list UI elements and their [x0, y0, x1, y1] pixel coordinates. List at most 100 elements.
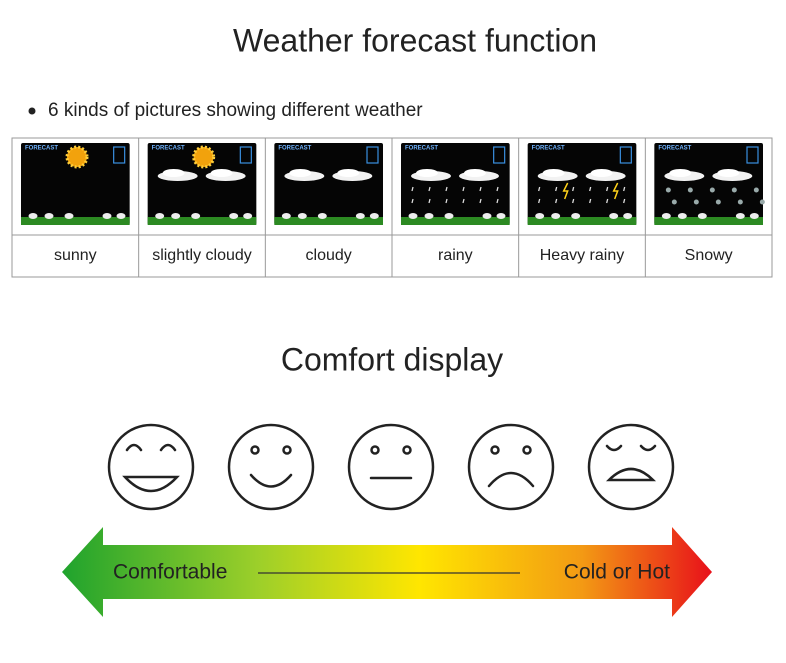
- rain-drop: [589, 198, 592, 204]
- rain-drop: [462, 186, 465, 192]
- cloud: [542, 169, 565, 177]
- flower: [535, 213, 545, 219]
- weather-cell: FORECAST cloudy: [264, 138, 383, 277]
- face-mouth: [487, 471, 535, 488]
- face: [467, 423, 555, 511]
- face-eyes: [125, 443, 177, 452]
- flower: [482, 213, 492, 219]
- rain-drop: [572, 198, 575, 204]
- screen: [274, 143, 383, 225]
- cloud: [337, 169, 360, 177]
- rain-drop: [589, 186, 592, 192]
- screen-icon: [366, 146, 379, 164]
- rain-drop: [479, 198, 482, 204]
- flower: [102, 213, 112, 219]
- grass: [274, 217, 383, 225]
- flower: [281, 213, 291, 219]
- flower: [317, 213, 327, 219]
- screen-icon: [619, 146, 632, 164]
- grass: [401, 217, 510, 225]
- bolt: [612, 182, 619, 200]
- screen-label: FORECAST: [152, 146, 185, 152]
- right-label: Cold or Hot: [564, 561, 670, 584]
- screen-icon: [746, 146, 759, 164]
- snowflake: [671, 199, 677, 205]
- rain-drop: [428, 186, 431, 192]
- rain-drop: [606, 198, 609, 204]
- screen: [401, 143, 510, 225]
- weather-cell: FORECAST Heavy rainy: [518, 138, 637, 277]
- bullet-dot: [28, 107, 36, 115]
- snowflake: [665, 187, 671, 193]
- cloud: [717, 169, 740, 177]
- screen-label: FORECAST: [405, 146, 438, 152]
- screen-label: FORECAST: [532, 146, 565, 152]
- bullet-text: 6 kinds of pictures showing different we…: [48, 100, 423, 121]
- rain-drop: [623, 186, 626, 192]
- grass: [21, 217, 130, 225]
- flower: [64, 213, 74, 219]
- snowflake: [687, 187, 693, 193]
- snowflake: [715, 199, 721, 205]
- weather-cell: FORECAST rainy: [391, 138, 510, 277]
- rain-drop: [479, 186, 482, 192]
- screen: [527, 143, 637, 225]
- rain-drop: [623, 198, 626, 204]
- rain-drop: [496, 198, 499, 204]
- weather-cell: FORECAST sunny: [21, 143, 130, 264]
- flower: [28, 213, 38, 219]
- flower: [749, 213, 759, 219]
- grass: [654, 217, 763, 225]
- rain-drop: [411, 186, 414, 192]
- snowflake: [693, 199, 699, 205]
- rain-drop: [606, 186, 609, 192]
- grass: [147, 217, 257, 225]
- flower: [116, 213, 126, 219]
- flower: [551, 213, 561, 219]
- cloud: [416, 169, 438, 177]
- screen: [147, 143, 257, 225]
- left-label: Comfortable: [113, 561, 227, 584]
- rain-drop: [555, 198, 558, 204]
- flower: [191, 213, 201, 219]
- rain-drop: [445, 186, 448, 192]
- comfort-title: Comfort display: [281, 341, 503, 377]
- face-eye: [522, 445, 532, 455]
- comfort-arrow: [62, 527, 712, 617]
- screen-icon: [493, 146, 506, 164]
- flower: [623, 213, 633, 219]
- screen: [654, 143, 763, 225]
- flower: [171, 213, 181, 219]
- caption: sunny: [54, 247, 97, 264]
- face-mouth: [605, 467, 657, 482]
- flower: [661, 213, 671, 219]
- snowflake: [753, 187, 759, 193]
- screen-label: FORECAST: [658, 146, 691, 152]
- screen-label: FORECAST: [25, 146, 58, 152]
- cloud: [669, 169, 692, 177]
- face: [587, 423, 675, 511]
- screen: [21, 143, 130, 225]
- snowflake: [731, 187, 737, 193]
- flower: [571, 213, 581, 219]
- rain-drop: [538, 186, 541, 192]
- caption: Heavy rainy: [540, 247, 624, 264]
- cloud: [590, 169, 613, 177]
- rain-drop: [496, 186, 499, 192]
- face-mouth: [249, 473, 293, 488]
- caption: Snowy: [685, 247, 733, 264]
- bolt: [562, 182, 569, 200]
- face-eye: [370, 445, 380, 455]
- caption: rainy: [438, 247, 473, 264]
- face-eyes: [605, 444, 657, 452]
- flower: [243, 213, 253, 219]
- rain-drop: [445, 198, 448, 204]
- face-eye: [250, 445, 260, 455]
- weather-table: FORECAST sunny FORECAST slightly cloudy FORE…: [11, 137, 773, 278]
- flower: [444, 213, 454, 219]
- flower: [155, 213, 165, 219]
- caption: slightly cloudy: [152, 247, 252, 264]
- flower: [408, 213, 418, 219]
- title: Weather forecast function: [233, 22, 597, 58]
